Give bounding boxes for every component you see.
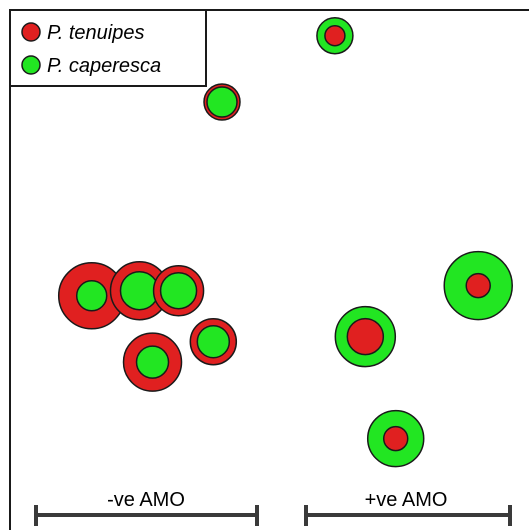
group-label-negative: -ve AMO [107, 489, 185, 511]
bubble-1-inner [75, 280, 108, 312]
bubble-7-inner [324, 24, 346, 47]
legend-label-caperesca: P. caperesca [47, 55, 161, 77]
legend-box [9, 9, 207, 87]
bubble-10-inner [382, 425, 409, 452]
bubble-9-inner [346, 317, 385, 356]
data-points [57, 16, 513, 468]
group-label-positive: +ve AMO [365, 489, 448, 511]
bubble-3-inner [159, 271, 198, 310]
bubble-5-inner [196, 324, 231, 359]
legend-swatch-caperesca [21, 55, 41, 75]
group-bracket-positive: +ve AMO [304, 489, 512, 526]
legend-swatch-tenuipes [21, 22, 41, 42]
bubble-6-inner [206, 86, 238, 118]
legend-label-tenuipes: P. tenuipes [47, 22, 145, 44]
group-bracket-negative: -ve AMO [34, 489, 259, 526]
bubble-8-inner [465, 272, 491, 299]
bubble-4-inner [135, 345, 170, 379]
legend: P. tenuipes P. caperesca [9, 9, 207, 87]
bubble-2-inner [119, 270, 160, 311]
